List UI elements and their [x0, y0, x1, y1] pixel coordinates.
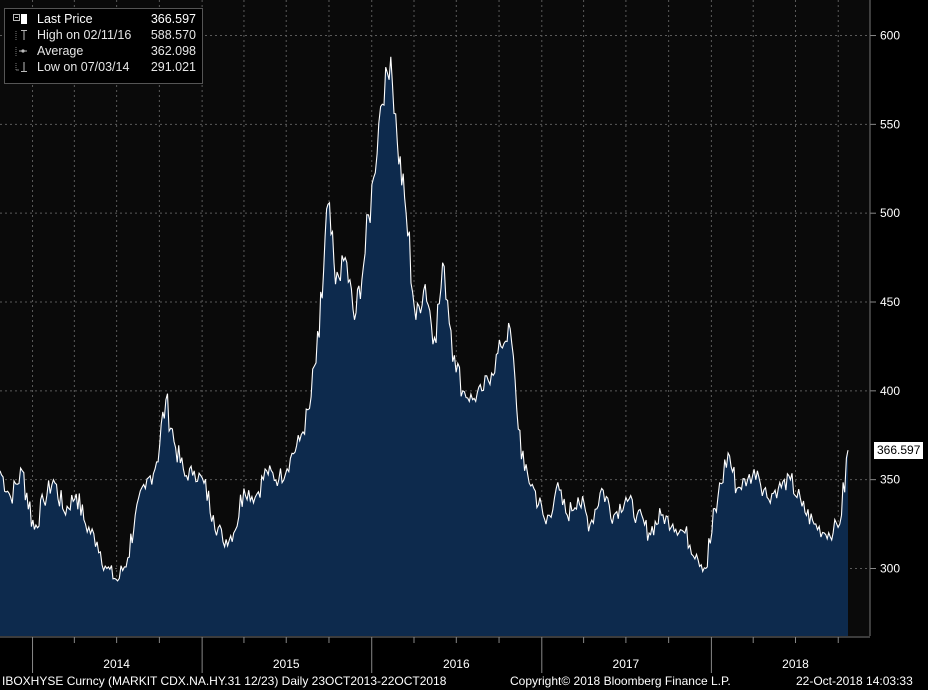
x-tick-label: 2018	[782, 657, 809, 671]
legend-high: High on 02/11/16 588.570	[5, 27, 202, 43]
last-price-tag: 366.597	[874, 442, 924, 459]
last-price-value: 366.597	[150, 12, 196, 26]
y-tick-label: 550	[880, 117, 900, 131]
y-tick-label: 450	[880, 295, 900, 309]
copyright-text: Copyright© 2018 Bloomberg Finance L.P.	[510, 674, 731, 688]
low-label: Low on 07/03/14	[37, 60, 130, 74]
high-marker-icon	[15, 30, 27, 40]
x-axis-band	[0, 637, 928, 673]
legend-average: Average 362.098	[5, 43, 202, 59]
y-tick-label: 300	[880, 561, 900, 575]
x-axis-ticks: 2014 2015 2016 2017 2018	[32, 637, 839, 673]
y-tick-label: 400	[880, 384, 900, 398]
price-line	[0, 56, 849, 582]
y-axis-ticks: 300 350 400 450 500 550 600	[870, 29, 900, 575]
average-marker-icon	[15, 46, 27, 56]
timestamp-text: 22-Oct-2018 14:03:33	[796, 674, 913, 688]
x-tick-label: 2015	[273, 657, 300, 671]
average-label: Average	[37, 44, 84, 58]
high-value: 588.570	[150, 28, 196, 42]
x-tick-label: 2016	[443, 657, 470, 671]
x-tick-label: 2014	[103, 657, 130, 671]
last-price-label: Last Price	[37, 12, 93, 26]
y-tick-label: 350	[880, 473, 900, 487]
low-marker-icon	[15, 62, 27, 72]
footer-bar: IBOXHYSE Curncy (MARKIT CDX.NA.HY.31 12/…	[0, 673, 928, 690]
collapse-box-icon[interactable]	[13, 14, 27, 24]
price-area	[0, 56, 848, 637]
low-value: 291.021	[150, 60, 196, 74]
security-description: IBOXHYSE Curncy (MARKIT CDX.NA.HY.31 12/…	[2, 674, 447, 688]
legend-last-price: Last Price 366.597	[5, 11, 202, 27]
legend-box: Last Price 366.597 High on 02/11/16 588.…	[4, 8, 203, 84]
legend-low: Low on 07/03/14 291.021	[5, 59, 202, 75]
y-tick-label: 600	[880, 29, 900, 43]
x-tick-label: 2017	[613, 657, 640, 671]
high-label: High on 02/11/16	[37, 28, 132, 42]
average-value: 362.098	[150, 44, 196, 58]
y-tick-label: 500	[880, 206, 900, 220]
